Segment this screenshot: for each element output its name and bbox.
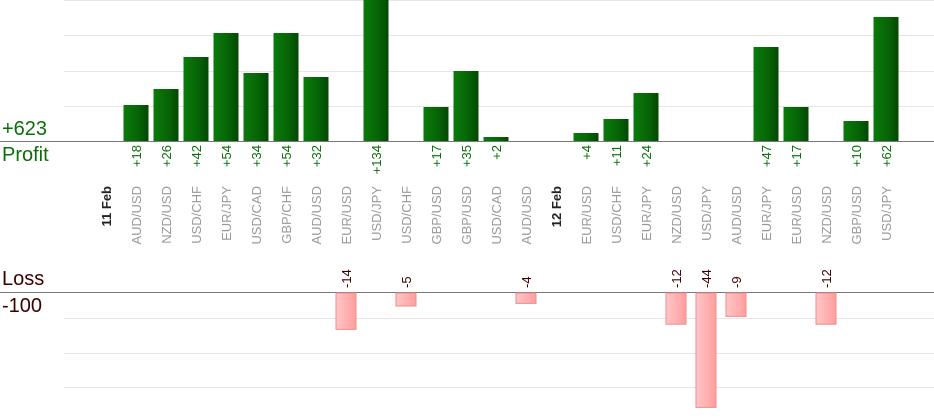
date-label: 11 Feb — [99, 186, 114, 227]
value-label: +54 — [279, 145, 294, 167]
value-label: -12 — [669, 269, 684, 288]
loss-bar — [815, 292, 837, 325]
value-label: -12 — [819, 269, 834, 288]
category-label: USD/CAD — [489, 186, 504, 245]
profit-bar — [753, 47, 779, 141]
value-labels: +18 +26 +42 +54 +34 +54 +32 -14 +134 -5 +17 +35 +2 -4… — [129, 145, 894, 288]
category-label: USD/JPY — [699, 186, 714, 241]
value-label: +62 — [879, 145, 894, 167]
loss-bar — [395, 292, 417, 307]
value-label: +35 — [459, 145, 474, 167]
category-label: USD/JPY — [879, 186, 894, 241]
category-label: EUR/JPY — [639, 186, 654, 241]
value-label: -9 — [729, 276, 744, 288]
value-label: +10 — [849, 145, 864, 167]
category-labels: 11 Feb AUD/USD NZD/USD USD/CHF EUR/JPY USD/CA… — [99, 186, 894, 245]
profit-bar — [153, 89, 179, 141]
category-label: EUR/USD — [339, 186, 354, 245]
profit-total: +623 — [2, 118, 48, 140]
category-label: USD/CAD — [249, 186, 264, 245]
category-label: USD/CHF — [399, 186, 414, 244]
value-label: -44 — [699, 269, 714, 288]
category-label: AUD/USD — [129, 186, 144, 245]
loss-bar — [515, 292, 537, 304]
category-label: EUR/JPY — [219, 186, 234, 241]
profit-bar — [363, 0, 389, 141]
axis-lines — [0, 141, 934, 293]
loss-total: -100 — [2, 295, 43, 317]
value-label: +54 — [219, 145, 234, 167]
value-label: +34 — [249, 145, 264, 167]
category-label: GBP/CHF — [279, 186, 294, 244]
profit-bar — [873, 17, 899, 141]
loss-bar — [725, 292, 747, 317]
value-label: +17 — [789, 145, 804, 167]
profit-bar — [423, 107, 449, 141]
value-label: -4 — [519, 276, 534, 288]
profit-bar — [603, 119, 629, 141]
category-label: AUD/USD — [729, 186, 744, 245]
value-label: +2 — [489, 145, 504, 160]
value-label: +17 — [429, 145, 444, 167]
loss-bar — [335, 292, 357, 330]
profit-bar — [183, 57, 209, 141]
category-label: AUD/USD — [519, 186, 534, 245]
profit-bar — [243, 73, 269, 141]
profit-label: Profit — [2, 144, 49, 166]
date-label: 12 Feb — [549, 186, 564, 227]
grid-lines — [64, 0, 934, 388]
value-label: -5 — [399, 276, 414, 288]
value-label: +4 — [579, 145, 594, 160]
category-label: USD/JPY — [369, 186, 384, 241]
value-label: +47 — [759, 145, 774, 167]
loss-label: Loss — [2, 268, 45, 290]
profit-bar — [843, 121, 869, 141]
category-label: GBP/USD — [849, 186, 864, 245]
profit-bar — [273, 33, 299, 141]
profit-bar — [123, 105, 149, 141]
profit-bar — [483, 137, 509, 141]
loss-bar — [695, 292, 717, 408]
value-label: -14 — [339, 269, 354, 288]
category-label: USD/CHF — [189, 186, 204, 244]
category-label: EUR/USD — [789, 186, 804, 245]
value-label: +134 — [369, 145, 384, 174]
category-label: NZD/USD — [669, 186, 684, 244]
category-label: EUR/USD — [579, 186, 594, 245]
category-label: AUD/USD — [309, 186, 324, 245]
category-label: GBP/USD — [429, 186, 444, 245]
profit-bar — [213, 33, 239, 141]
value-label: +32 — [309, 145, 324, 167]
profit-bar — [303, 77, 329, 141]
value-label: +18 — [129, 145, 144, 167]
value-label: +11 — [609, 145, 624, 166]
loss-bar — [665, 292, 687, 325]
value-label: +26 — [159, 145, 174, 167]
profit-bar — [633, 93, 659, 141]
profit-bar — [783, 107, 809, 141]
category-label: USD/CHF — [609, 186, 624, 244]
value-label: +24 — [639, 145, 654, 167]
category-label: NZD/USD — [159, 186, 174, 244]
category-label: EUR/JPY — [759, 186, 774, 241]
value-label: +42 — [189, 145, 204, 167]
profit-bar — [573, 133, 599, 141]
category-label: GBP/USD — [459, 186, 474, 245]
category-label: NZD/USD — [819, 186, 834, 244]
profit-bar — [453, 71, 479, 141]
bars — [123, 0, 899, 408]
